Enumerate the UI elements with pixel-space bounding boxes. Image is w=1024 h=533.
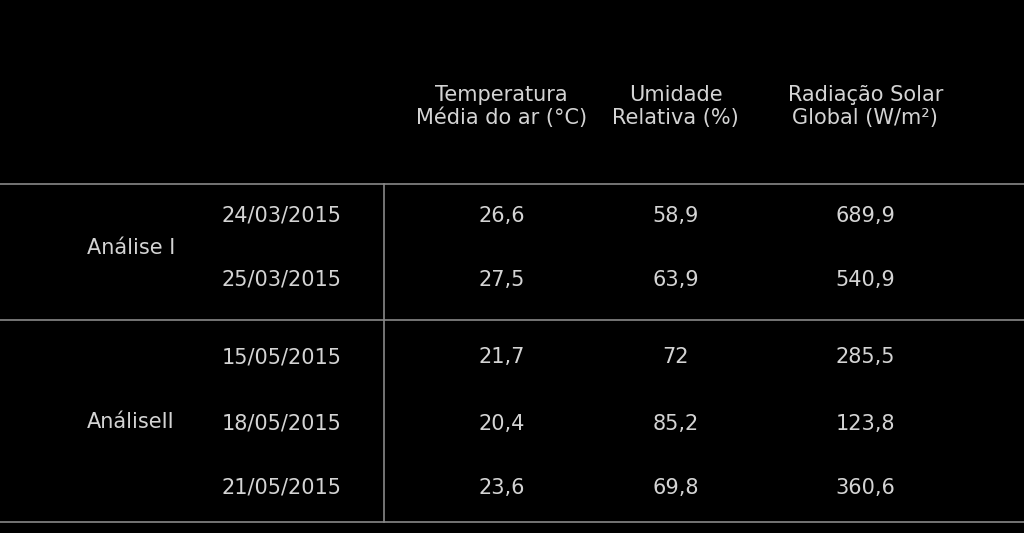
- Text: 23,6: 23,6: [478, 478, 525, 498]
- Text: 26,6: 26,6: [478, 206, 525, 226]
- Text: 21,7: 21,7: [478, 347, 525, 367]
- Text: 285,5: 285,5: [836, 347, 895, 367]
- Text: Temperatura
Média do ar (°C): Temperatura Média do ar (°C): [416, 85, 588, 128]
- Text: Análise I: Análise I: [87, 238, 175, 258]
- Text: 24/03/2015: 24/03/2015: [221, 206, 342, 226]
- Text: 58,9: 58,9: [652, 206, 699, 226]
- Text: Umidade
Relativa (%): Umidade Relativa (%): [612, 85, 739, 128]
- Text: 360,6: 360,6: [836, 478, 895, 498]
- Text: AnáliseII: AnáliseII: [87, 413, 175, 432]
- Text: 21/05/2015: 21/05/2015: [221, 478, 342, 498]
- Text: 85,2: 85,2: [652, 414, 699, 434]
- Text: 15/05/2015: 15/05/2015: [221, 347, 342, 367]
- Text: 123,8: 123,8: [836, 414, 895, 434]
- Text: 72: 72: [663, 347, 689, 367]
- Text: Radiação Solar
Global (W/m²): Radiação Solar Global (W/m²): [787, 85, 943, 128]
- Text: 69,8: 69,8: [652, 478, 699, 498]
- Text: 20,4: 20,4: [478, 414, 525, 434]
- Text: 25/03/2015: 25/03/2015: [221, 270, 342, 290]
- Text: 18/05/2015: 18/05/2015: [221, 414, 342, 434]
- Text: 63,9: 63,9: [652, 270, 699, 290]
- Text: 27,5: 27,5: [478, 270, 525, 290]
- Text: 689,9: 689,9: [836, 206, 895, 226]
- Text: 540,9: 540,9: [836, 270, 895, 290]
